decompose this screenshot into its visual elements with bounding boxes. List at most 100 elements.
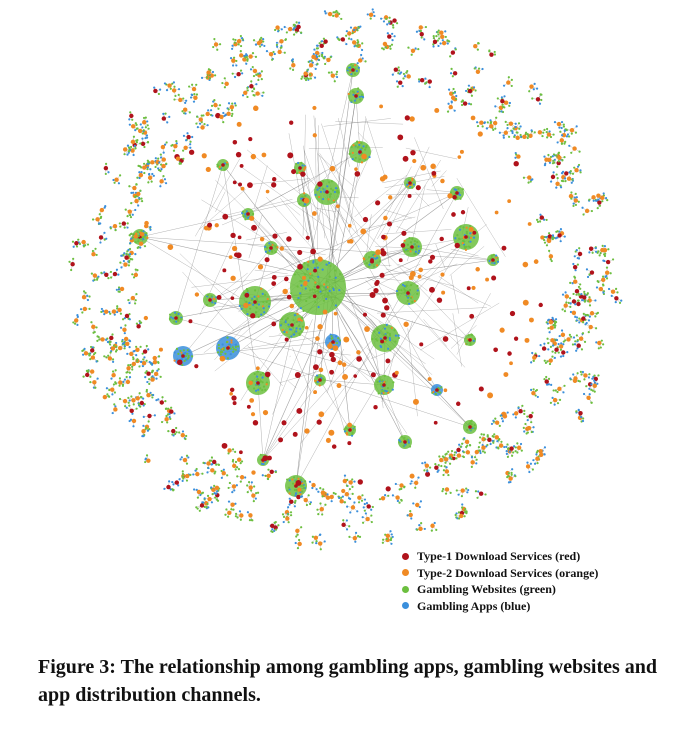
leaf-node (600, 339, 603, 342)
distribution-node (341, 522, 346, 528)
leaf-node (533, 462, 537, 465)
distribution-node (528, 317, 534, 323)
leaf-node (315, 542, 318, 545)
leaf-node (571, 172, 575, 175)
leaf-node (409, 248, 412, 251)
leaf-node (307, 77, 310, 80)
edge (288, 133, 309, 243)
leaf-node (170, 406, 173, 409)
leaf-node (224, 352, 227, 355)
edge (383, 209, 412, 219)
leaf-node (241, 94, 245, 97)
leaf-node (344, 426, 348, 430)
leaf-node (169, 417, 172, 420)
leaf-node (246, 89, 249, 92)
leaf-node (214, 496, 217, 499)
leaf-node (130, 202, 133, 205)
leaf-node (506, 127, 509, 130)
distribution-node (559, 138, 565, 143)
leaf-node (234, 450, 237, 453)
leaf-node (134, 241, 137, 244)
leaf-node (551, 355, 554, 358)
leaf-node (260, 77, 263, 81)
leaf-node (142, 129, 145, 132)
leaf-node (125, 406, 128, 409)
distribution-node (183, 145, 188, 150)
leaf-node (323, 540, 326, 543)
leaf-node (398, 501, 401, 504)
leaf-node (581, 419, 585, 423)
leaf-node (472, 339, 475, 342)
distribution-node (507, 351, 512, 356)
distribution-node (322, 309, 328, 315)
leaf-node (135, 407, 138, 410)
leaf-node (146, 120, 149, 123)
leaf-node (234, 104, 237, 107)
leaf-node (146, 141, 150, 144)
leaf-node (139, 189, 142, 192)
leaf-node (299, 484, 303, 487)
distribution-node (122, 398, 128, 404)
leaf-node (135, 354, 138, 357)
leaf-node (399, 440, 402, 443)
leaf-node (288, 336, 291, 339)
leaf-node (260, 313, 263, 316)
leaf-node (409, 284, 413, 287)
leaf-node (231, 72, 234, 75)
leaf-node (558, 230, 561, 233)
leaf-node (568, 144, 571, 147)
distribution-node (222, 268, 227, 273)
leaf-node (400, 499, 403, 502)
leaf-node (125, 252, 128, 255)
leaf-node (524, 422, 527, 426)
leaf-node (397, 334, 400, 337)
edge (452, 313, 462, 367)
leaf-node (569, 302, 572, 305)
leaf-node (602, 291, 605, 294)
leaf-node (277, 30, 280, 33)
edge (337, 118, 350, 167)
leaf-node (144, 233, 147, 236)
distribution-node (352, 535, 358, 541)
leaf-node (367, 255, 371, 259)
leaf-node (296, 547, 300, 550)
leaf-node (242, 215, 245, 218)
edge (319, 379, 351, 431)
distribution-node (247, 182, 253, 189)
leaf-node (98, 338, 101, 341)
leaf-node (523, 409, 526, 412)
leaf-node (173, 359, 176, 362)
leaf-node (177, 352, 180, 355)
leaf-node (155, 399, 158, 402)
distribution-node (563, 303, 568, 308)
leaf-node (547, 342, 550, 345)
leaf-node (411, 237, 414, 241)
leaf-node (374, 257, 377, 260)
distribution-node (409, 116, 415, 122)
leaf-node (131, 365, 134, 368)
distribution-node (210, 468, 215, 473)
leaf-node (552, 153, 556, 156)
distribution-node (138, 172, 144, 178)
distribution-node (141, 429, 146, 434)
distribution-node (373, 405, 378, 410)
leaf-node (584, 313, 587, 316)
leaf-node (132, 356, 135, 359)
leaf-node (329, 333, 332, 336)
leaf-node (542, 238, 546, 242)
leaf-node (265, 50, 269, 53)
distribution-node (206, 461, 211, 466)
leaf-node (348, 535, 351, 538)
distribution-node (403, 440, 407, 444)
leaf-node (260, 70, 263, 73)
leaf-node (261, 376, 264, 379)
leaf-node (384, 334, 388, 337)
leaf-node (343, 428, 346, 431)
leaf-node (128, 185, 131, 188)
distribution-node (589, 270, 595, 275)
leaf-node (279, 324, 282, 327)
leaf-node (299, 295, 302, 298)
leaf-node (334, 492, 337, 495)
leaf-node (409, 250, 412, 253)
leaf-node (210, 104, 214, 107)
